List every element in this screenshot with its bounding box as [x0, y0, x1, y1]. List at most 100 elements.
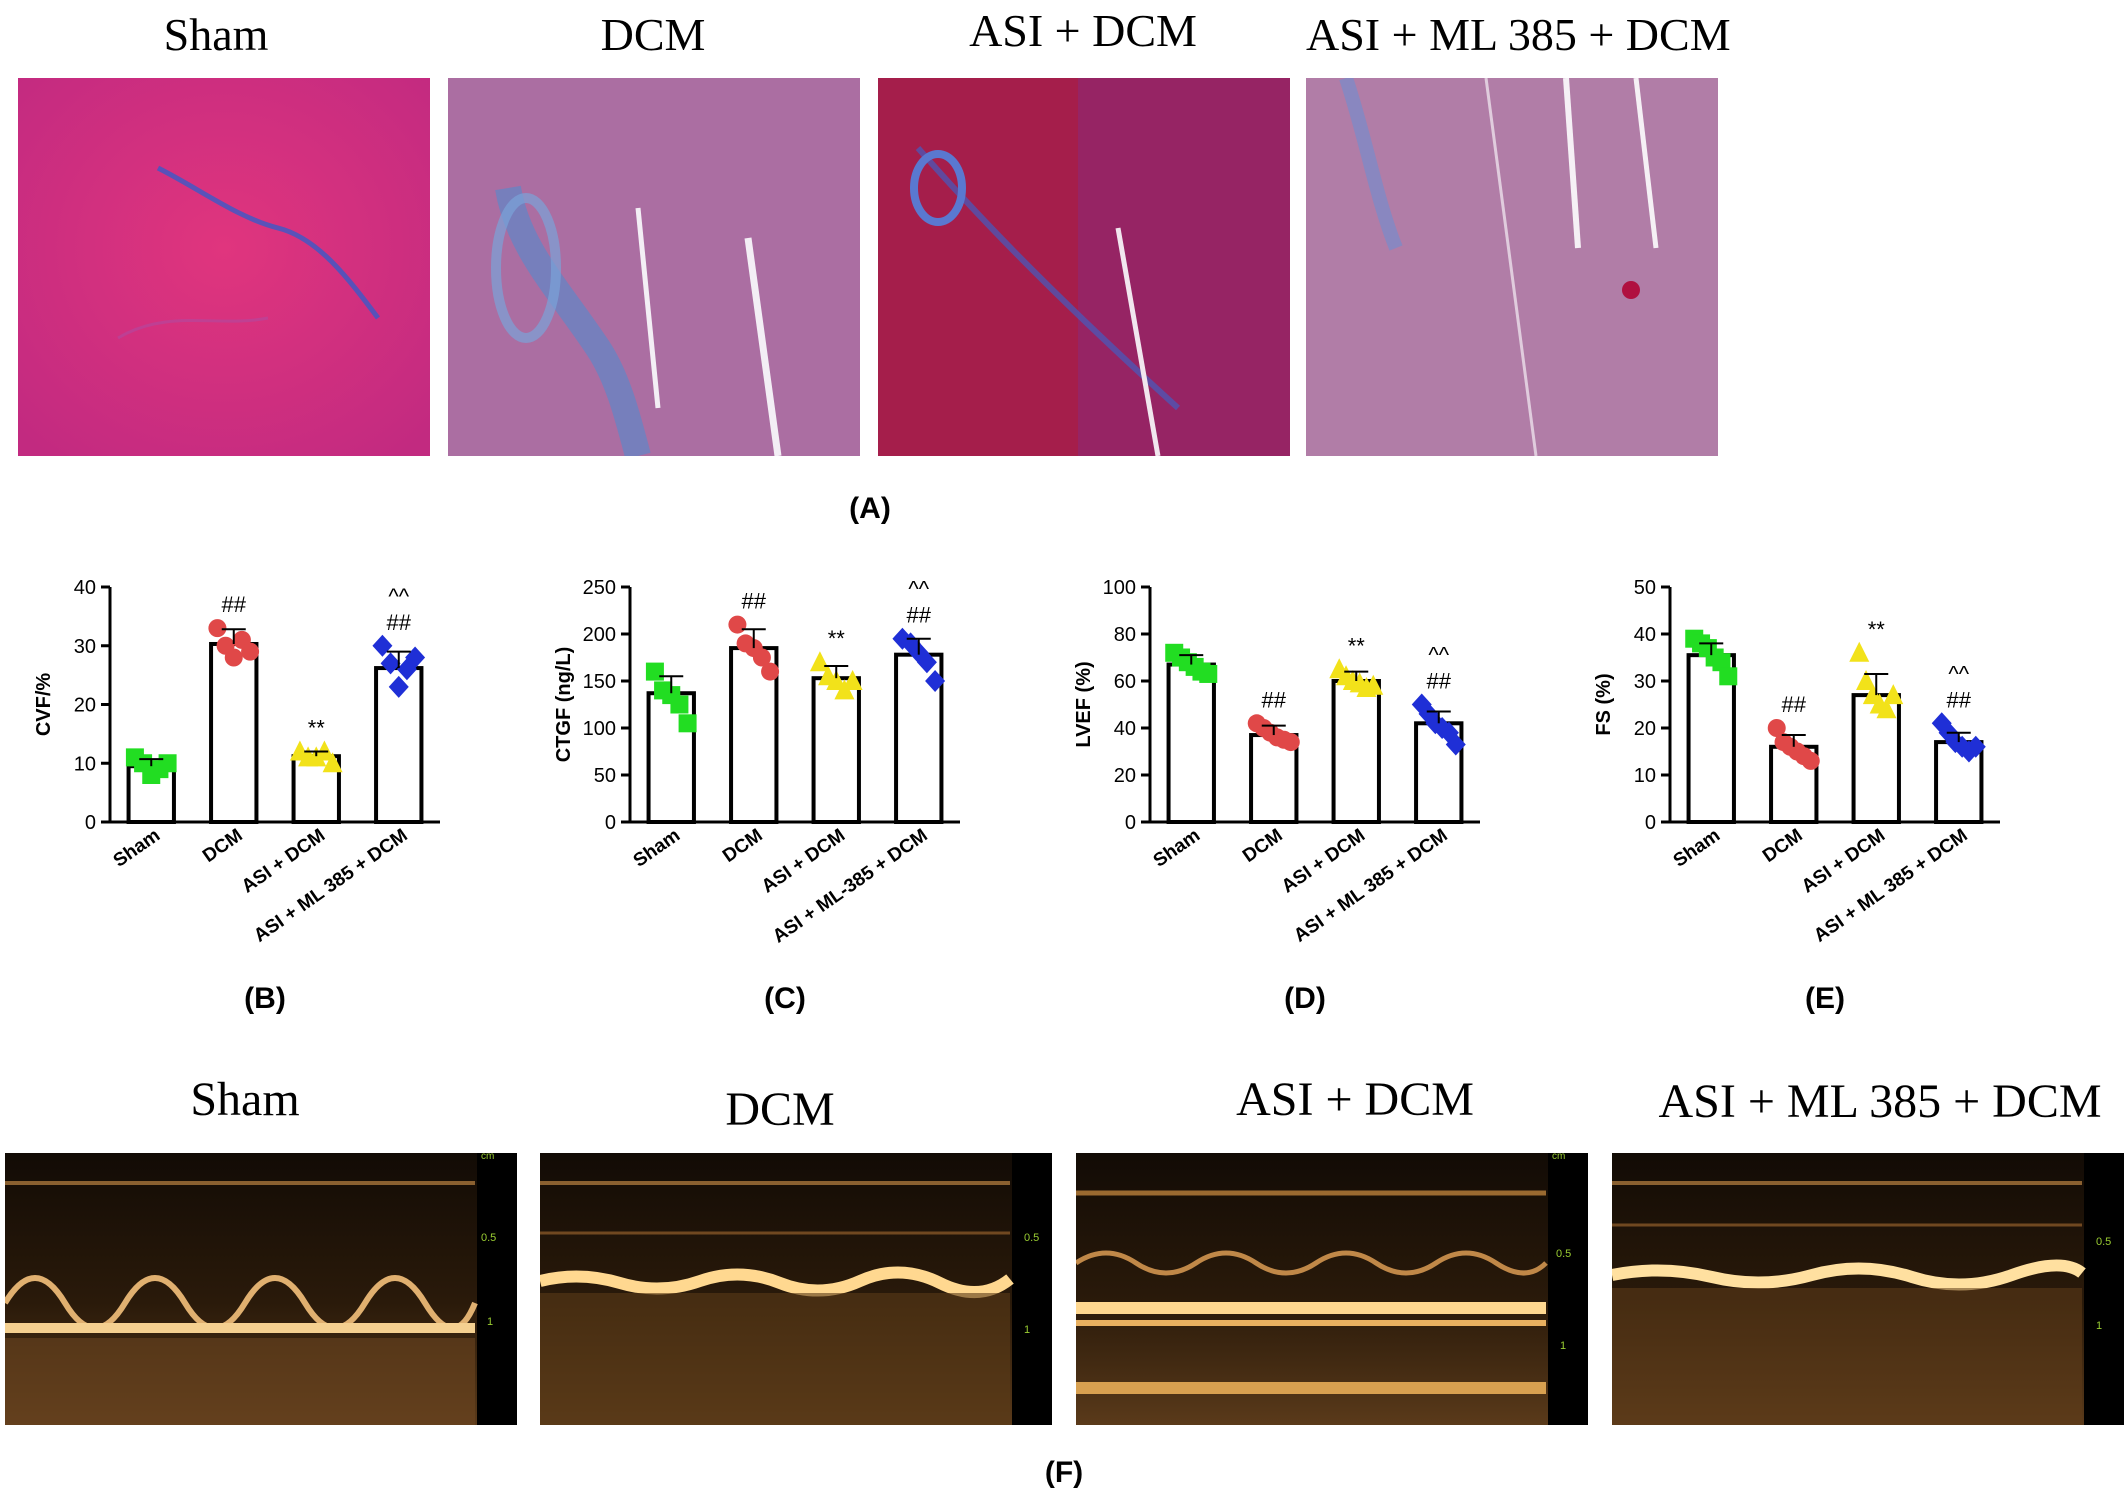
data-point	[1445, 733, 1466, 756]
significance-label: **	[828, 626, 846, 651]
category-label: ASI + ML 385 + DCM	[1290, 825, 1451, 947]
data-point	[752, 648, 771, 667]
category-label: ASI + ML 385 + DCM	[250, 825, 411, 947]
histology-image-dcm	[448, 78, 860, 456]
significance-label: ##	[907, 603, 932, 628]
y-tick-label: 0	[605, 812, 616, 834]
y-tick-label: 0	[1125, 812, 1136, 834]
category-label: ASI + ML 385 + DCM	[1810, 825, 1971, 947]
bar	[729, 646, 779, 824]
y-axis-label: CVF/%	[33, 673, 55, 737]
bar	[811, 676, 861, 825]
significance-label: ^^	[908, 577, 929, 602]
y-tick-label: 20	[74, 695, 96, 717]
histology-image-sham	[18, 78, 430, 456]
histology-title-asi-ml385-dcm: ASI + ML 385 + DCM	[1306, 9, 1731, 60]
data-point	[892, 627, 913, 650]
y-axis-label: CTGF (ng/L)	[553, 647, 575, 763]
y-tick-label: 0	[85, 812, 96, 834]
category-label: Sham	[1670, 825, 1724, 872]
y-tick-label: 40	[1634, 624, 1656, 646]
data-point	[670, 695, 689, 714]
significance-label: **	[1868, 617, 1886, 642]
data-point	[1883, 684, 1904, 705]
significance-label: ##	[387, 610, 412, 635]
data-point	[380, 652, 401, 675]
category-label: Sham	[110, 825, 164, 872]
echo-image-asi-ml385-dcm: 0.5 1	[1612, 1153, 2124, 1425]
y-tick-label: 100	[1103, 577, 1136, 599]
data-point	[916, 651, 937, 674]
data-point	[388, 675, 409, 698]
category-label: Sham	[1150, 825, 1204, 872]
category-label: Sham	[630, 825, 684, 872]
data-point	[1856, 670, 1877, 690]
echo-scale-cm: cm	[1552, 1153, 1565, 1162]
data-point	[1876, 698, 1897, 719]
echo-scale-1: 1	[2096, 1320, 2102, 1332]
y-tick-label: 150	[583, 671, 616, 693]
data-point	[1363, 674, 1384, 695]
echo-image-dcm: 0.5 1	[540, 1153, 1052, 1425]
data-point	[1965, 735, 1986, 758]
data-point	[1425, 712, 1446, 735]
y-tick-label: 10	[74, 753, 96, 775]
data-point	[158, 754, 177, 773]
y-axis-label: LVEF (%)	[1073, 661, 1095, 747]
panel-label: (D)	[1284, 982, 1326, 1015]
y-tick-label: 20	[1634, 718, 1656, 740]
data-point	[728, 615, 747, 634]
data-point	[372, 634, 393, 657]
histology-title-sham: Sham	[163, 9, 269, 60]
echo-scale-cm: cm	[481, 1153, 494, 1162]
echo-scale-05: 0.5	[481, 1232, 496, 1244]
echo-title-sham: Sham	[190, 1073, 300, 1126]
echo-scale-1: 1	[1024, 1324, 1030, 1336]
y-tick-label: 20	[1114, 765, 1136, 787]
y-tick-label: 80	[1114, 624, 1136, 646]
data-point	[1712, 653, 1731, 672]
category-label: DCM	[199, 825, 246, 867]
y-tick-label: 0	[1645, 812, 1656, 834]
data-point	[322, 752, 343, 773]
data-point	[208, 619, 227, 638]
panel-label: (E)	[1805, 982, 1845, 1015]
data-point	[306, 746, 327, 767]
significance-label: **	[1348, 633, 1366, 658]
panel-label: (B)	[244, 982, 286, 1015]
echo-image-asi-dcm: cm 0.5 1	[1076, 1153, 1588, 1425]
histology-title-asi-dcm: ASI + DCM	[969, 5, 1197, 56]
data-point	[842, 670, 863, 690]
y-tick-label: 30	[1634, 671, 1656, 693]
echo-image-sham: cm 0.5 1	[5, 1153, 517, 1425]
data-point	[678, 714, 697, 733]
data-point	[1767, 719, 1786, 737]
significance-label: ^^	[1948, 661, 1969, 686]
histology-title-dcm: DCM	[600, 9, 706, 60]
significance-label: ^^	[388, 584, 409, 609]
data-point	[925, 670, 946, 692]
data-point	[1418, 702, 1439, 725]
panel-label-f: (F)	[1044, 1456, 1084, 1489]
y-tick-label: 40	[74, 577, 96, 599]
echo-scale-05: 0.5	[1024, 1232, 1039, 1244]
data-point	[1281, 733, 1300, 752]
y-tick-label: 30	[74, 636, 96, 658]
data-point	[645, 662, 664, 681]
y-tick-label: 40	[1114, 718, 1136, 740]
data-point	[241, 642, 260, 661]
significance-label: ##	[222, 592, 247, 617]
data-point	[1945, 731, 1966, 754]
y-tick-label: 200	[583, 624, 616, 646]
chart-ctgf: CTGF (ng/L) 0 50 100 150 200 250 Sham ## DCM ** ASI…	[553, 577, 960, 1015]
significance-label: **	[308, 716, 326, 741]
significance-label: ##	[1947, 687, 1972, 712]
echo-title-asi-ml385-dcm: ASI + ML 385 + DCM	[1658, 1075, 2102, 1128]
significance-label: ##	[1782, 692, 1807, 717]
data-point	[900, 632, 921, 655]
histology-image-asi-dcm	[878, 78, 1290, 456]
significance-label: ##	[742, 589, 767, 614]
